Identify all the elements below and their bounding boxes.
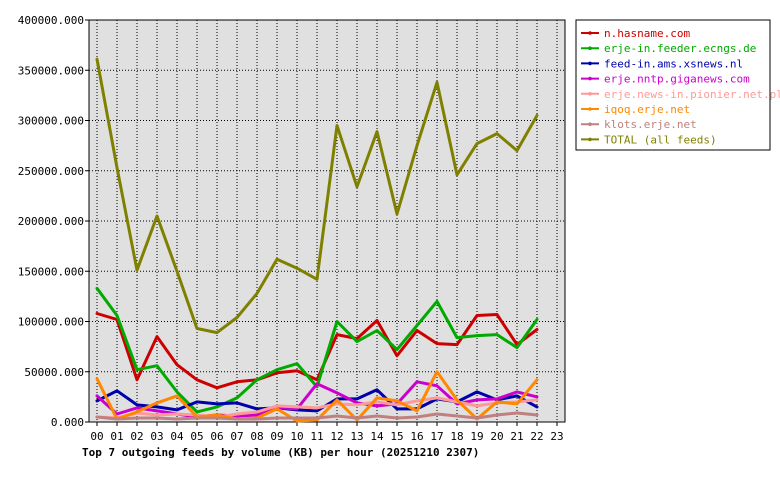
x-tick-label: 00 [90, 430, 103, 443]
y-axis-ticks: 0.000 50000.000 100000.000 150000.000 200000… [18, 14, 89, 429]
legend: n.hasname.com erje-in.feeder.ecngs.de feed… [575, 19, 780, 151]
series-line-1 [95, 286, 539, 414]
legend-marker-7 [588, 137, 592, 142]
legend-label-1: erje-in.feeder.ecngs.de [604, 42, 756, 55]
x-tick-label: 19 [470, 430, 483, 443]
legend-box [575, 19, 771, 151]
x-tick-label: 09 [270, 430, 283, 443]
x-tick-label: 16 [410, 430, 423, 443]
y-tick-label: 200000.000 [18, 215, 84, 228]
legend-marker-6 [588, 122, 592, 126]
x-tick-label: 03 [150, 430, 163, 443]
y-tick-label: 100000.000 [18, 316, 84, 329]
legend-marker-3 [588, 76, 592, 81]
y-tick-label: 400000.000 [18, 14, 84, 27]
legend-marker-1 [588, 46, 592, 50]
x-tick-label: 02 [130, 430, 143, 443]
legend-label-0: n.hasname.com [604, 27, 690, 40]
y-tick-label: 300000.000 [18, 115, 84, 128]
y-tick-label: 150000.000 [18, 265, 84, 278]
x-tick-label: 06 [210, 430, 223, 443]
x-tick-label: 23 [550, 430, 563, 443]
y-tick-label: 50000.000 [24, 366, 84, 379]
x-tick-label: 01 [110, 430, 123, 443]
series-line-0 [95, 312, 539, 390]
legend-marker-4 [588, 92, 592, 96]
series-line-5 [95, 370, 539, 423]
x-tick-label: 07 [230, 430, 243, 443]
series-line-7 [95, 57, 539, 335]
x-tick-label: 22 [530, 430, 543, 443]
legend-label-4: erje.news-in.pionier.net.pl [604, 88, 780, 101]
legend-label-2: feed-in.ams.xsnews.nl [604, 57, 743, 70]
chart-title: Top 7 outgoing feeds by volume (KB) per … [82, 446, 479, 459]
x-tick-label: 17 [430, 430, 443, 443]
x-tick-label: 18 [450, 430, 463, 443]
x-tick-label: 20 [490, 430, 503, 443]
x-tick-label: 21 [510, 430, 523, 443]
series-line-2 [95, 388, 539, 413]
x-axis-ticks: 00 01 02 03 04 05 06 07 08 09 10 11 12 13 14 15 16 17 18 19… [90, 422, 564, 443]
series-line-4 [95, 396, 539, 420]
legend-label-3: erje.nntp.giganews.com [604, 73, 750, 86]
legend-marker-2 [588, 61, 592, 66]
legend-marker-0 [588, 31, 592, 35]
x-tick-label: 15 [390, 430, 403, 443]
y-tick-label: 250000.000 [18, 165, 84, 178]
y-tick-label: 350000.000 [18, 64, 84, 77]
series-lines [95, 57, 539, 423]
legend-marker-5 [588, 107, 592, 111]
x-tick-label: 10 [290, 430, 303, 443]
x-tick-label: 14 [370, 430, 384, 443]
legend-label-6: klots.erje.net [604, 118, 697, 131]
x-tick-label: 04 [170, 430, 184, 443]
y-tick-label: 0.000 [51, 416, 84, 429]
x-tick-label: 12 [330, 430, 343, 443]
x-tick-label: 11 [310, 430, 323, 443]
legend-label-7: TOTAL (all feeds) [604, 133, 717, 146]
legend-label-5: iqoq.erje.net [604, 103, 690, 116]
grid [89, 20, 565, 422]
x-tick-label: 05 [190, 430, 203, 443]
x-tick-label: 08 [250, 430, 263, 443]
series-line-6 [95, 411, 539, 421]
x-tick-label: 13 [350, 430, 363, 443]
